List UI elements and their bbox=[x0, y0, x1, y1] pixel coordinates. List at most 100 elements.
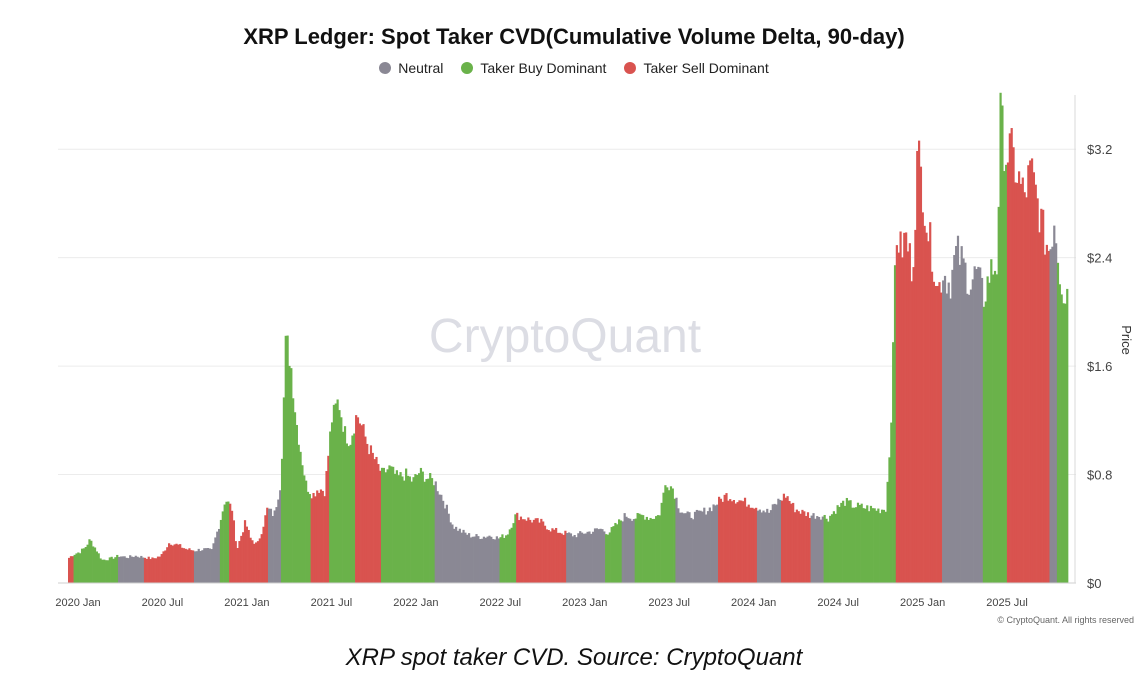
cvd-bar-sell bbox=[918, 140, 921, 583]
cvd-bar-sell bbox=[319, 489, 323, 583]
x-tick-label: 2024 Jul bbox=[817, 597, 859, 609]
cvd-bar-buy bbox=[853, 507, 856, 583]
cvd-bar-buy bbox=[829, 515, 832, 583]
cvd-bar-sell bbox=[68, 557, 71, 583]
cvd-bar-buy bbox=[90, 540, 93, 583]
cvd-bar-sell bbox=[780, 500, 784, 583]
cvd-bar-neutral bbox=[768, 512, 771, 583]
cvd-bar-buy bbox=[419, 467, 423, 583]
cvd-bar-buy bbox=[353, 433, 356, 583]
cvd-bar-buy bbox=[351, 435, 354, 583]
cvd-bar-buy bbox=[219, 519, 223, 583]
cvd-bar-sell bbox=[542, 521, 545, 583]
cvd-bar-sell bbox=[1018, 171, 1021, 583]
cvd-bar-buy bbox=[875, 510, 878, 583]
cvd-bar-sell bbox=[166, 547, 169, 583]
cvd-bar-neutral bbox=[218, 528, 221, 583]
cvd-bar-sell bbox=[719, 498, 723, 583]
cvd-bar-sell bbox=[740, 500, 743, 583]
cvd-bar-sell bbox=[162, 551, 165, 583]
cvd-bar-sell bbox=[323, 496, 326, 583]
cvd-bar-neutral bbox=[495, 536, 498, 583]
cvd-bar-buy bbox=[508, 529, 511, 583]
cvd-bar-buy bbox=[823, 514, 826, 583]
cvd-bar-buy bbox=[305, 480, 308, 583]
cvd-bar-neutral bbox=[597, 529, 600, 583]
cvd-bar-neutral bbox=[469, 537, 473, 583]
cvd-bar-sell bbox=[373, 459, 376, 583]
cvd-bar-neutral bbox=[818, 516, 821, 583]
legend-item-neutral[interactable]: Neutral bbox=[379, 60, 443, 76]
cvd-bar-buy bbox=[1066, 288, 1069, 583]
cvd-bar-neutral bbox=[816, 516, 819, 583]
cvd-bar-buy bbox=[616, 524, 619, 583]
cvd-bar-sell bbox=[534, 518, 537, 583]
x-tick-label: 2020 Jul bbox=[142, 597, 184, 609]
x-tick-label: 2025 Jul bbox=[986, 597, 1028, 609]
cvd-bar-buy bbox=[116, 554, 119, 583]
cvd-bar-buy bbox=[334, 403, 337, 583]
cvd-bar-neutral bbox=[458, 528, 461, 583]
cvd-bar-neutral bbox=[760, 512, 763, 583]
cvd-bar-neutral bbox=[814, 518, 817, 583]
cvd-bar-sell bbox=[729, 499, 732, 583]
cvd-bar-sell bbox=[538, 522, 541, 583]
cvd-bar-neutral bbox=[623, 513, 626, 583]
cvd-bar-neutral bbox=[486, 536, 489, 583]
cvd-bar-buy bbox=[993, 270, 997, 583]
cvd-bar-neutral bbox=[621, 521, 624, 583]
cvd-bar-sell bbox=[147, 556, 150, 583]
cvd-bar-sell bbox=[734, 503, 737, 583]
cvd-bar-neutral bbox=[471, 536, 474, 583]
cvd-bar-buy bbox=[840, 502, 843, 583]
cvd-bar-neutral bbox=[142, 557, 145, 583]
cvd-bar-buy bbox=[427, 478, 430, 583]
cvd-bar-buy bbox=[347, 446, 350, 583]
cvd-bar-buy bbox=[286, 335, 289, 583]
cvd-bar-buy bbox=[1064, 303, 1067, 583]
cvd-bar-neutral bbox=[586, 531, 589, 583]
figure-caption: XRP spot taker CVD. Source: CryptoQuant bbox=[345, 644, 803, 671]
cvd-bar-neutral bbox=[579, 531, 582, 583]
cvd-bar-neutral bbox=[777, 498, 780, 583]
cvd-bar-neutral bbox=[601, 529, 604, 583]
cvd-bar-buy bbox=[893, 265, 897, 583]
cvd-bar-buy bbox=[80, 548, 84, 583]
cvd-bar-buy bbox=[92, 546, 95, 583]
cvd-bar-neutral bbox=[714, 505, 717, 583]
cvd-bar-sell bbox=[175, 543, 178, 583]
cvd-bar-sell bbox=[155, 558, 158, 583]
cvd-bar-buy bbox=[112, 558, 115, 583]
legend-item-buy[interactable]: Taker Buy Dominant bbox=[461, 60, 606, 76]
cvd-bar-buy bbox=[640, 514, 643, 583]
cvd-bar-neutral bbox=[136, 556, 139, 583]
cvd-bar-sell bbox=[249, 537, 252, 583]
legend-item-sell[interactable]: Taker Sell Dominant bbox=[624, 60, 769, 76]
cvd-bar-buy bbox=[880, 509, 884, 583]
cvd-bar-sell bbox=[1040, 208, 1043, 584]
cvd-bar-buy bbox=[82, 548, 86, 583]
cvd-chart: CryptoQuant $0 $0.8 $1.6 $2.4 $3.2 2020 Jan 20… bbox=[55, 92, 1134, 609]
cvd-bar-neutral bbox=[216, 531, 219, 583]
cvd-bar-neutral bbox=[573, 535, 576, 583]
cvd-bar-buy bbox=[280, 458, 284, 583]
cvd-bar-sell bbox=[795, 509, 798, 583]
cvd-bar-buy bbox=[642, 515, 645, 583]
y-tick-label: $0 bbox=[1087, 576, 1101, 591]
cvd-bar-buy bbox=[610, 527, 613, 583]
cvd-bar-neutral bbox=[686, 511, 689, 583]
cvd-bar-buy bbox=[668, 490, 671, 583]
cvd-bar-sell bbox=[358, 423, 361, 583]
cvd-bar-neutral bbox=[695, 509, 698, 583]
cvd-bar-buy bbox=[888, 457, 891, 583]
cvd-bar-sell bbox=[251, 540, 254, 583]
cvd-bar-sell bbox=[799, 513, 802, 583]
cvd-bar-sell bbox=[516, 512, 519, 583]
cvd-bar-sell bbox=[784, 497, 787, 583]
cvd-bar-neutral bbox=[703, 507, 706, 583]
y-tick-label: $1.6 bbox=[1087, 359, 1112, 374]
cvd-bar-sell bbox=[725, 493, 728, 583]
cvd-bar-neutral bbox=[705, 514, 708, 583]
cvd-bar-sell bbox=[932, 281, 936, 583]
legend-label-sell: Taker Sell Dominant bbox=[643, 60, 769, 76]
